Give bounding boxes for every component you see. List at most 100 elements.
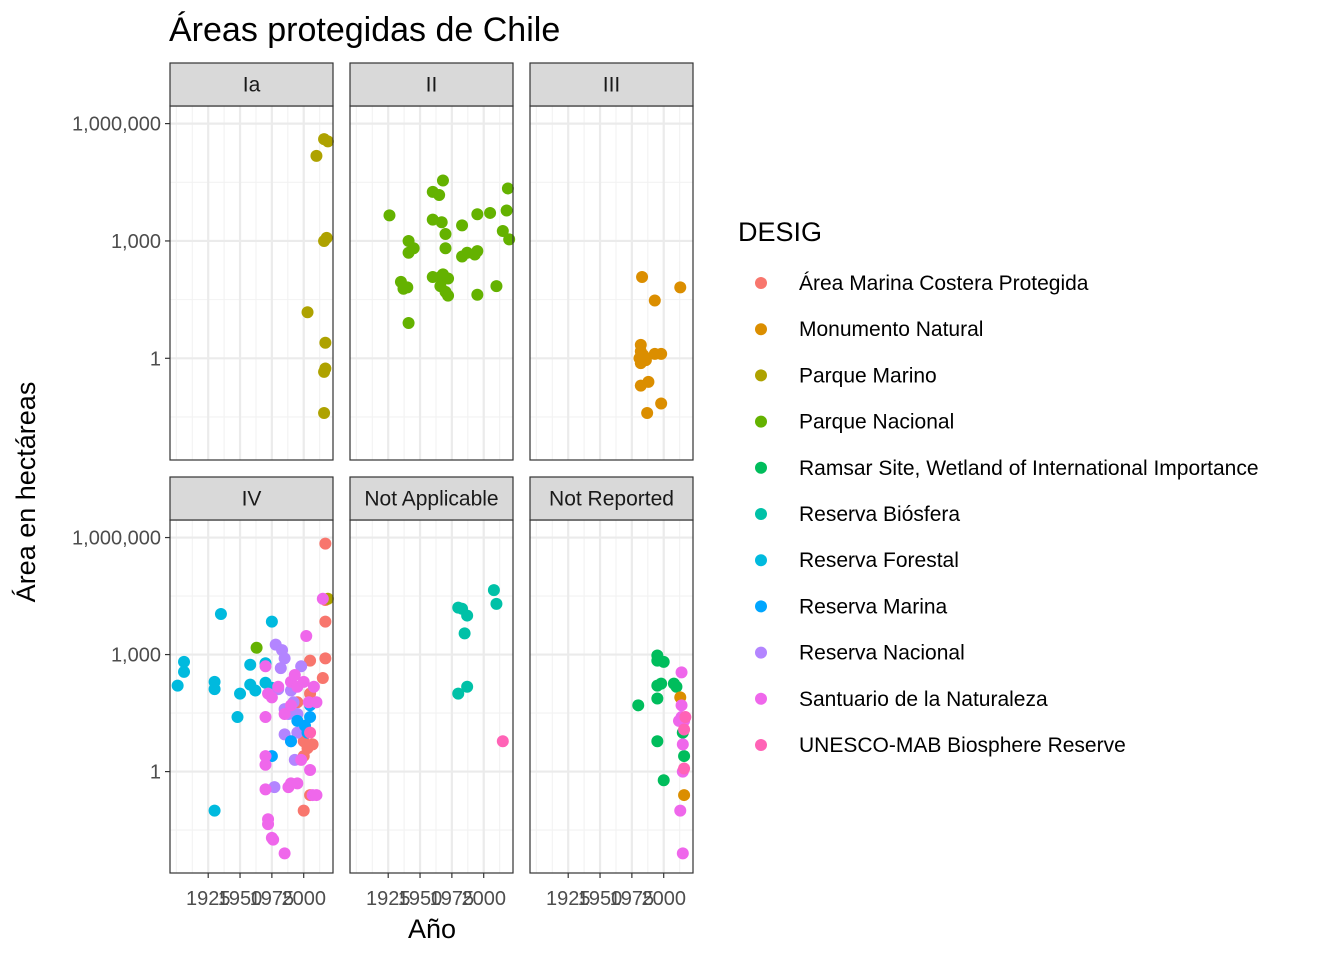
legend-key [755,508,767,520]
data-point [678,723,691,736]
data-point [657,655,670,668]
data-point [678,750,691,763]
facet-strip [529,476,694,521]
x-tick-label: 1975 [610,888,655,910]
data-point [503,233,516,246]
data-point [319,537,332,550]
data-point [442,272,455,285]
legend-label: Ramsar Site, Wetland of International Im… [799,457,1259,480]
data-point [676,738,689,751]
data-point [458,627,471,640]
data-point [178,655,191,668]
data-point [310,789,323,802]
legend-key [755,646,767,659]
facet-strip-label: Ia [243,74,261,97]
data-point [171,679,184,692]
data-point [452,687,465,700]
data-point [288,668,301,681]
legend-item: Ramsar Site, Wetland of International Im… [755,457,1259,480]
legend-key [755,739,767,751]
legend-title: DESIG [738,217,822,247]
legend-item: Monumento Natural [755,318,983,341]
x-tick-label: 2000 [281,888,326,910]
data-point [310,149,323,162]
data-point [214,607,227,620]
y-tick-label: 1 [150,348,161,370]
legend-key [755,415,767,428]
legend-item: Parque Nacional [755,411,954,434]
legend-key [755,461,767,474]
data-point [674,281,687,294]
data-point [490,280,503,293]
legend-label: Monumento Natural [799,318,983,341]
facet-strip-label: II [426,74,438,97]
data-point [484,206,497,219]
data-point [301,306,314,319]
panel-background [350,520,513,873]
data-point [461,680,474,693]
legend-key [755,369,767,382]
data-point [307,680,320,693]
data-point [500,204,513,217]
x-tick-label: 1975 [430,888,475,910]
panel-background [170,106,333,460]
y-tick-label: 1 [150,762,161,784]
y-tick-label: 1,000,000 [72,528,161,550]
data-point [304,711,317,724]
legend-label: Santuario de la Naturaleza [799,688,1048,711]
data-point [319,615,332,628]
data-point [402,316,415,329]
data-point [487,584,500,597]
data-point [490,597,503,610]
y-axis-title: Área en hectáreas [11,382,41,603]
chart-title: Áreas protegidas de Chile [169,11,560,49]
data-point [383,209,396,222]
legend-item: UNESCO-MAB Biosphere Reserve [755,734,1126,757]
legend-label: Parque Nacional [799,411,954,434]
x-tick-label: 2000 [461,888,506,910]
data-point [496,224,509,237]
data-point [439,242,452,255]
facet-panel-2: II [349,62,516,461]
legend-key [755,323,767,336]
data-point [208,804,221,817]
data-point [471,245,484,258]
data-point [267,833,280,846]
data-point [435,216,448,229]
data-point [501,182,514,195]
data-point [648,294,661,307]
panel-background [530,520,693,873]
data-point [259,758,272,771]
data-point [250,641,263,654]
data-point [632,699,645,712]
data-point [278,652,291,665]
legend-key [755,600,767,613]
data-point [655,347,668,360]
data-point [259,783,272,796]
data-point [249,684,262,697]
data-point [259,660,272,673]
data-point [259,711,272,724]
y-tick-label: 1,000 [111,645,161,667]
data-point [319,362,332,375]
data-point [278,707,291,720]
data-point [278,847,291,860]
data-point [178,665,191,678]
legend-label: Reserva Forestal [799,549,959,572]
data-point [433,188,446,201]
legend-label: UNESCO-MAB Biosphere Reserve [799,734,1126,757]
facet-strip [349,476,514,521]
legend-key [755,554,767,567]
data-point [284,735,297,748]
data-point [231,711,244,724]
data-point [655,397,668,410]
data-point [297,675,310,688]
legend-item: Reserva Forestal [755,549,959,572]
facet-strip [529,62,694,107]
data-point [310,696,323,709]
legend: DESIG Área Marina Costera Protegida Monum… [738,217,1259,757]
data-point [316,672,329,685]
data-point [300,629,313,642]
